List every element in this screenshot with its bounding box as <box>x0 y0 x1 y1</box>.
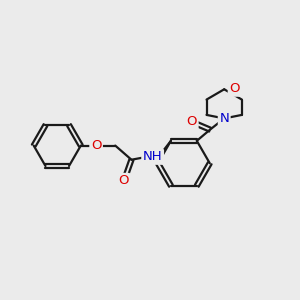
Text: O: O <box>187 115 197 128</box>
Text: O: O <box>118 174 129 188</box>
Text: N: N <box>219 112 229 125</box>
Text: NH: NH <box>143 150 163 163</box>
Text: O: O <box>91 139 101 152</box>
Text: O: O <box>229 82 240 95</box>
